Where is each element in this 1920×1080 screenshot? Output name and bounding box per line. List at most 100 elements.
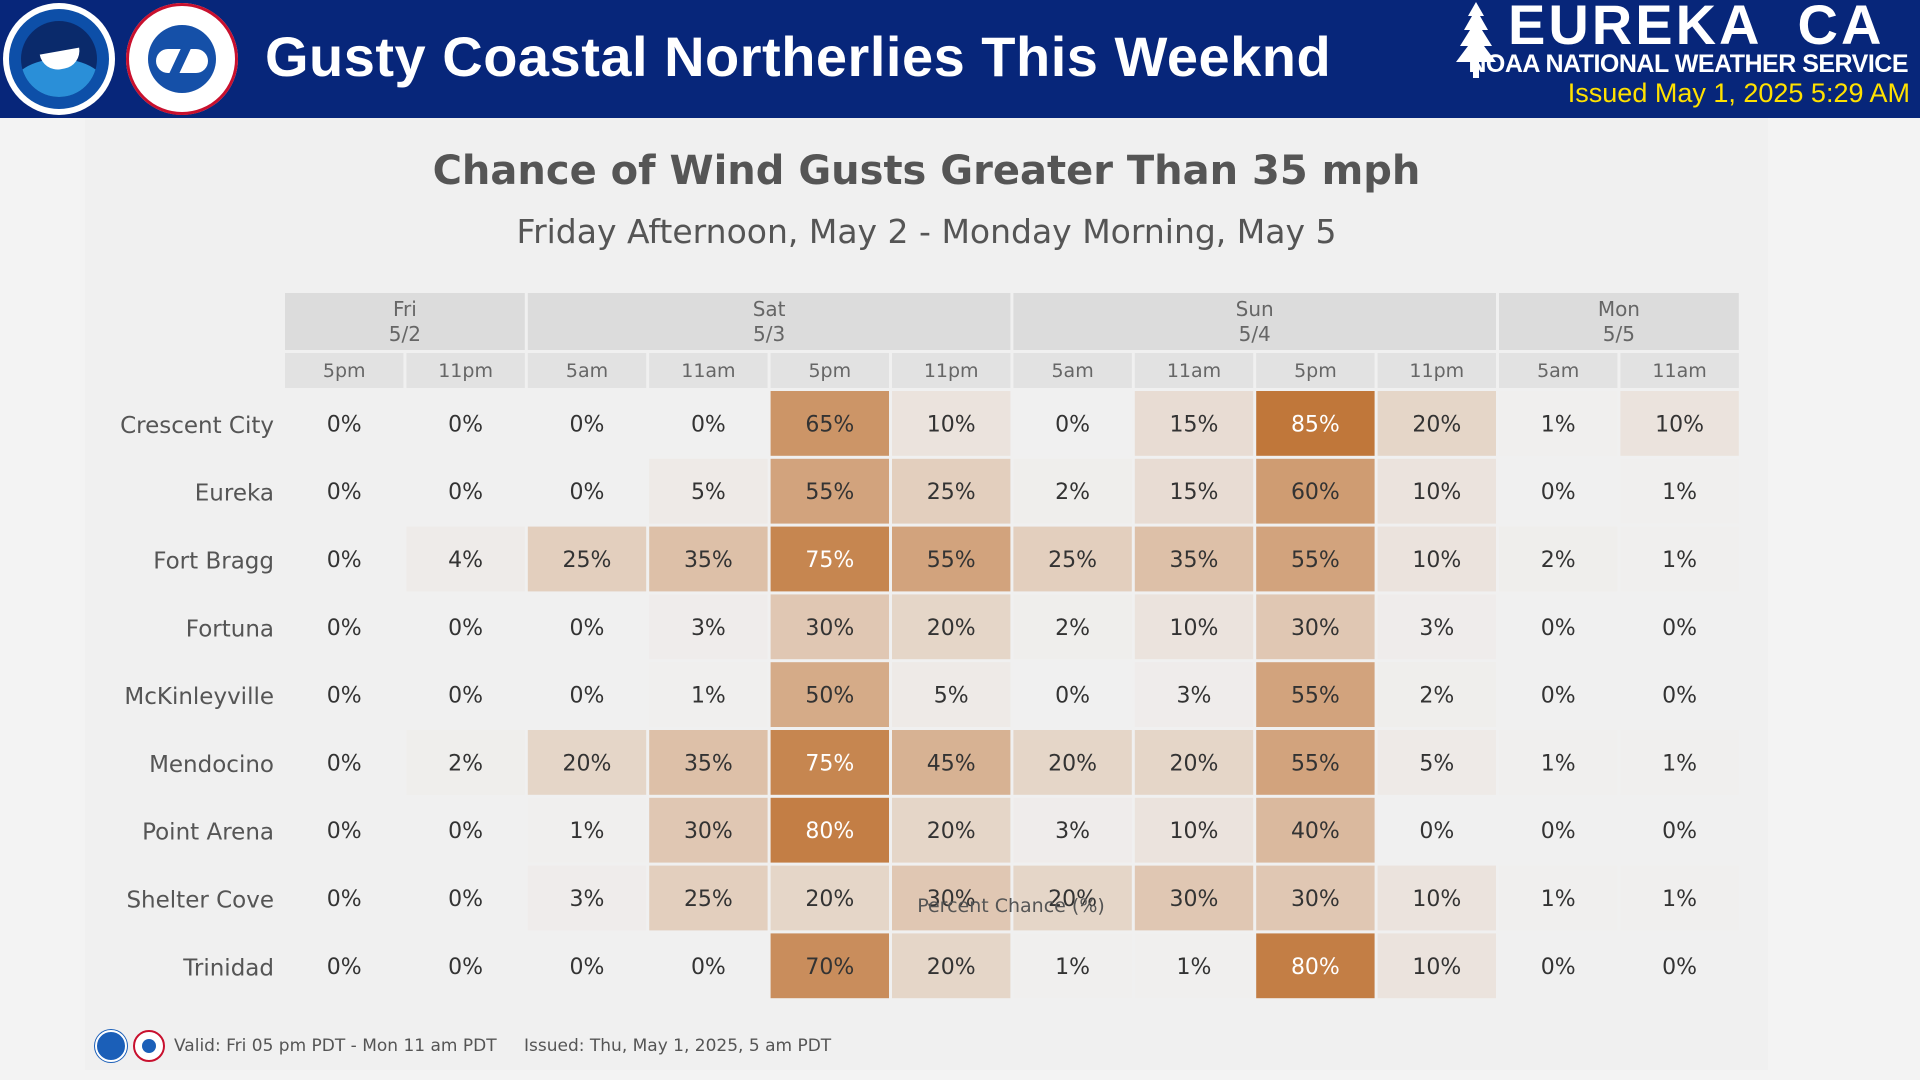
cell-value: 1% xyxy=(1541,751,1576,776)
time-header-0 xyxy=(285,353,404,388)
cell-value: 0% xyxy=(1662,955,1697,980)
cell-value: 10% xyxy=(1412,887,1461,912)
cell-value: 15% xyxy=(1170,412,1219,437)
heatmap-cell xyxy=(1377,391,1496,456)
cell-value: 1% xyxy=(1662,887,1697,912)
cell-value: 0% xyxy=(1662,616,1697,641)
heatmap-cell xyxy=(1620,662,1739,727)
heatmap-cell xyxy=(1620,730,1739,795)
cell-value: 30% xyxy=(1291,616,1340,641)
cell-value: 55% xyxy=(805,480,854,505)
cell-value: 0% xyxy=(1055,684,1090,709)
cell-value: 0% xyxy=(448,684,483,709)
heatmap-cell xyxy=(285,797,404,863)
heatmap-cell xyxy=(1134,594,1254,660)
cell-value: 20% xyxy=(1170,751,1219,776)
heatmap-cell xyxy=(527,391,647,456)
cell-value: 55% xyxy=(1291,751,1340,776)
heatmap-cell xyxy=(892,662,1011,727)
day-header-0 xyxy=(285,293,525,350)
cell-value: 0% xyxy=(1662,819,1697,844)
cell-value: 1% xyxy=(1662,751,1697,776)
heatmap-cell xyxy=(285,594,404,660)
heatmap-cell xyxy=(892,730,1011,795)
cell-value: 3% xyxy=(570,887,605,912)
footer-issued: Issued: Thu, May 1, 2025, 5 am PDT xyxy=(524,1036,832,1056)
cell-value: 0% xyxy=(448,480,483,505)
heatmap-cell xyxy=(770,526,889,592)
heatmap-cell xyxy=(1620,594,1739,660)
cell-value: 25% xyxy=(927,480,976,505)
day-name: Sat xyxy=(753,297,786,321)
time-label: 11pm xyxy=(438,360,493,382)
cell-value: 10% xyxy=(927,412,976,437)
heatmap-cell xyxy=(1013,391,1132,456)
cell-value: 0% xyxy=(448,616,483,641)
cell-value: 45% xyxy=(927,751,976,776)
cell-value: 1% xyxy=(1662,480,1697,505)
cell-value: 75% xyxy=(805,751,854,776)
cell-value: 25% xyxy=(1048,548,1097,573)
day-date: 5/4 xyxy=(1239,322,1271,346)
cell-value: 20% xyxy=(563,751,612,776)
heatmap-cell xyxy=(527,526,647,592)
cell-value: 0% xyxy=(327,819,362,844)
cell-value: 55% xyxy=(927,548,976,573)
cell-value: 1% xyxy=(1055,955,1090,980)
cell-value: 10% xyxy=(1170,819,1219,844)
heatmap-cell xyxy=(285,865,404,931)
heatmap-cell xyxy=(770,662,889,727)
time-header-1 xyxy=(406,353,525,388)
cell-value: 1% xyxy=(1662,548,1697,573)
cell-value: 1% xyxy=(1541,887,1576,912)
heatmap-cell xyxy=(1377,865,1496,931)
heatmap-cell xyxy=(527,933,647,999)
heatmap-cell xyxy=(1620,526,1739,592)
cell-value: 0% xyxy=(1662,684,1697,709)
location-label: Mendocino xyxy=(149,752,274,778)
nws-small-icon xyxy=(133,1030,165,1062)
heatmap-cell xyxy=(285,391,404,456)
heatmap-cell xyxy=(649,391,768,456)
cell-value: 15% xyxy=(1170,480,1219,505)
location-label: Shelter Cove xyxy=(126,888,274,914)
heatmap-cell xyxy=(892,391,1011,456)
heatmap-cell xyxy=(1256,662,1375,727)
heatmap-cell xyxy=(527,662,647,727)
heatmap-cell xyxy=(892,594,1011,660)
heatmap-cell xyxy=(1499,662,1618,727)
cell-value: 5% xyxy=(934,684,969,709)
heatmap-cell xyxy=(406,933,525,999)
cell-value: 5% xyxy=(691,480,726,505)
cell-value: 0% xyxy=(448,819,483,844)
cell-value: 0% xyxy=(327,887,362,912)
cell-value: 35% xyxy=(684,751,733,776)
heatmap-cell xyxy=(527,865,647,931)
heatmap-cell xyxy=(406,458,525,524)
heatmap-cell xyxy=(649,458,768,524)
cell-value: 55% xyxy=(1291,684,1340,709)
heatmap-cell xyxy=(1256,458,1375,524)
cell-value: 25% xyxy=(684,887,733,912)
heatmap-cell xyxy=(1499,594,1618,660)
day-date: 5/2 xyxy=(389,322,421,346)
cell-value: 80% xyxy=(1291,955,1340,980)
heatmap-cell xyxy=(285,662,404,727)
heatmap-cell xyxy=(892,458,1011,524)
time-header-8 xyxy=(1256,353,1375,388)
heatmap-cell xyxy=(1134,391,1254,456)
cell-value: 20% xyxy=(805,887,854,912)
cell-value: 0% xyxy=(570,480,605,505)
heatmap-cell xyxy=(406,526,525,592)
office-name: EUREKA CA xyxy=(1508,0,1885,56)
heatmap-cell xyxy=(1013,865,1132,931)
cell-value: 0% xyxy=(1541,616,1576,641)
cell-value: 20% xyxy=(1048,751,1097,776)
day-header-2 xyxy=(1013,293,1496,350)
time-label: 11pm xyxy=(1409,360,1464,382)
heatmap-cell xyxy=(770,933,889,999)
heatmap-cell xyxy=(527,797,647,863)
cell-value: 0% xyxy=(327,412,362,437)
time-label: 11am xyxy=(1167,360,1221,382)
cell-value: 65% xyxy=(805,412,854,437)
